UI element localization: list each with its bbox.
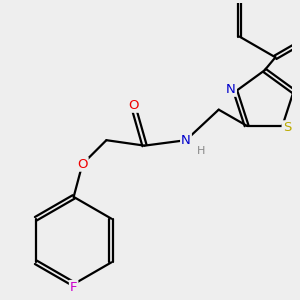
Text: N: N	[181, 134, 191, 147]
Text: H: H	[197, 146, 206, 156]
Text: S: S	[283, 121, 291, 134]
Text: O: O	[77, 158, 88, 171]
Text: O: O	[128, 99, 139, 112]
Text: F: F	[70, 281, 77, 294]
Text: N: N	[226, 83, 236, 96]
